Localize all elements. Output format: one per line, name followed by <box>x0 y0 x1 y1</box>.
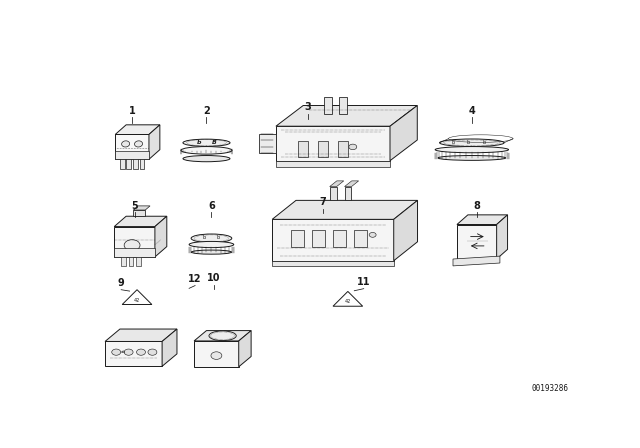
Polygon shape <box>276 161 390 167</box>
Polygon shape <box>114 216 167 227</box>
Polygon shape <box>318 141 328 157</box>
Circle shape <box>369 233 376 237</box>
Polygon shape <box>276 126 390 161</box>
Polygon shape <box>330 181 344 186</box>
Polygon shape <box>133 210 145 216</box>
Polygon shape <box>354 230 367 247</box>
Ellipse shape <box>440 139 504 146</box>
Text: 2: 2 <box>203 106 210 116</box>
Text: 8: 8 <box>474 201 480 211</box>
Polygon shape <box>272 220 394 261</box>
Ellipse shape <box>191 234 232 243</box>
Polygon shape <box>115 134 149 159</box>
Polygon shape <box>115 151 149 159</box>
Polygon shape <box>149 125 160 159</box>
Polygon shape <box>114 249 155 257</box>
Text: 10: 10 <box>207 273 221 283</box>
Text: 1: 1 <box>129 106 136 116</box>
Text: 5: 5 <box>131 201 138 211</box>
Circle shape <box>148 349 157 355</box>
Polygon shape <box>339 97 347 114</box>
Text: 11: 11 <box>357 277 371 287</box>
Circle shape <box>349 144 356 150</box>
Text: 9: 9 <box>118 278 125 289</box>
Polygon shape <box>122 290 152 305</box>
Polygon shape <box>136 257 141 266</box>
Polygon shape <box>394 200 417 261</box>
Circle shape <box>211 352 222 359</box>
Ellipse shape <box>189 241 234 248</box>
Circle shape <box>112 349 121 355</box>
Polygon shape <box>122 257 126 266</box>
Polygon shape <box>105 341 162 366</box>
Polygon shape <box>114 227 155 257</box>
Polygon shape <box>276 105 417 126</box>
Ellipse shape <box>134 141 143 147</box>
Polygon shape <box>115 125 160 134</box>
Polygon shape <box>333 230 346 247</box>
Polygon shape <box>324 97 332 114</box>
Text: 3: 3 <box>305 103 312 112</box>
Text: 4: 4 <box>468 106 476 116</box>
Polygon shape <box>272 200 417 220</box>
Ellipse shape <box>181 146 232 154</box>
Polygon shape <box>155 216 167 257</box>
Ellipse shape <box>122 141 130 147</box>
Polygon shape <box>133 206 150 210</box>
Polygon shape <box>312 230 325 247</box>
Circle shape <box>124 240 140 251</box>
Polygon shape <box>344 186 351 200</box>
Ellipse shape <box>435 146 509 153</box>
Text: 42: 42 <box>345 299 351 304</box>
Polygon shape <box>140 159 145 169</box>
Text: 42: 42 <box>134 297 140 302</box>
Text: b: b <box>467 140 469 145</box>
Polygon shape <box>298 141 308 157</box>
Text: 7: 7 <box>319 197 326 207</box>
Polygon shape <box>338 141 348 157</box>
Text: ab: ab <box>121 350 126 354</box>
Ellipse shape <box>183 139 230 146</box>
Polygon shape <box>291 230 304 247</box>
Polygon shape <box>497 215 508 259</box>
Text: b: b <box>483 140 486 145</box>
Polygon shape <box>390 105 417 161</box>
Ellipse shape <box>438 155 506 160</box>
Polygon shape <box>457 215 508 224</box>
Polygon shape <box>194 331 251 341</box>
Text: 00193286: 00193286 <box>532 383 568 392</box>
Text: 12: 12 <box>188 274 202 284</box>
Polygon shape <box>453 256 500 266</box>
Text: b: b <box>196 140 202 145</box>
Text: b: b <box>217 235 220 240</box>
Polygon shape <box>105 329 177 341</box>
Polygon shape <box>457 224 497 259</box>
Ellipse shape <box>191 250 232 254</box>
Text: b: b <box>451 140 454 145</box>
Polygon shape <box>344 181 358 186</box>
Polygon shape <box>272 261 394 266</box>
Polygon shape <box>239 331 251 367</box>
Polygon shape <box>162 329 177 366</box>
Polygon shape <box>194 341 239 367</box>
Polygon shape <box>259 134 276 153</box>
Polygon shape <box>133 159 138 169</box>
Polygon shape <box>330 186 337 200</box>
Circle shape <box>124 349 133 355</box>
Polygon shape <box>333 292 363 306</box>
Text: B: B <box>212 140 216 145</box>
Ellipse shape <box>209 331 236 340</box>
Polygon shape <box>120 159 125 169</box>
Circle shape <box>136 349 145 355</box>
Ellipse shape <box>183 155 230 162</box>
Polygon shape <box>129 257 133 266</box>
Text: 6: 6 <box>208 201 215 211</box>
Polygon shape <box>126 159 131 169</box>
Text: b: b <box>203 235 206 240</box>
